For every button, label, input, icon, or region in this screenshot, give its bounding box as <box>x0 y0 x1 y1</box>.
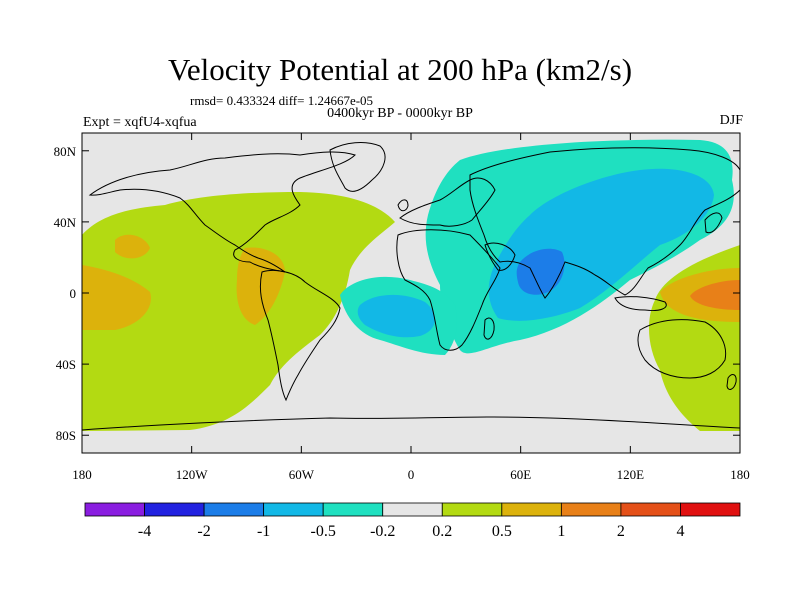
colorbar-swatch <box>501 502 562 517</box>
colorbar-label: -4 <box>138 523 151 540</box>
colorbar-swatch <box>263 502 324 517</box>
lat-tick-label: 80N <box>54 144 77 159</box>
stats-text: rmsd= 0.433324 diff= 1.24667e-05 <box>190 93 374 108</box>
period-subtitle: 0400kyr BP - 0000kyr BP <box>327 106 473 121</box>
colorbar-swatch <box>382 502 443 517</box>
colorbar-swatch <box>441 502 503 517</box>
lat-tick-label: 0 <box>70 286 77 301</box>
map-plot-area <box>82 133 740 453</box>
colorbar-swatch <box>680 502 741 517</box>
colorbar-label: 2 <box>617 523 625 540</box>
colorbar-label: -0.2 <box>370 523 395 540</box>
colorbar-label: -0.5 <box>311 523 336 540</box>
latitude-axis: 80N 40N 0 40S 80S <box>54 144 740 443</box>
colorbar-swatch <box>322 502 384 517</box>
longitude-axis: 180 120W 60W 0 60E 120E 180 <box>72 133 750 482</box>
colorbar-swatch <box>620 502 681 517</box>
colorbar-swatch <box>560 502 622 517</box>
colorbar-swatch <box>203 502 265 517</box>
colorbar: -4 -2 -1 -0.5 -0.2 0.2 0.5 1 2 4 <box>84 502 741 540</box>
lon-tick-label: 180 <box>72 467 92 482</box>
lon-tick-label: 60W <box>289 467 315 482</box>
lon-tick-label: 0 <box>408 467 415 482</box>
colorbar-swatch <box>84 502 145 517</box>
lon-tick-label: 180 <box>730 467 750 482</box>
colorbar-label: -1 <box>257 523 270 540</box>
colorbar-label: 1 <box>557 523 565 540</box>
lat-tick-label: 40S <box>56 357 76 372</box>
colorbar-swatch <box>144 502 205 517</box>
lon-tick-label: 120E <box>617 467 645 482</box>
colorbar-label: 0.5 <box>492 523 512 540</box>
lat-tick-label: 40N <box>54 215 77 230</box>
season-label: DJF <box>719 113 743 128</box>
coastlines <box>82 142 740 431</box>
chart-title: Velocity Potential at 200 hPa (km2/s) <box>167 52 633 87</box>
lat-tick-label: 80S <box>56 428 76 443</box>
contour-fill-negative-high <box>516 248 565 295</box>
contour-fill-positive-high <box>690 280 740 310</box>
lon-tick-label: 120W <box>176 467 209 482</box>
colorbar-label: 0.2 <box>432 523 452 540</box>
colorbar-label: 4 <box>676 523 684 540</box>
colorbar-label: -2 <box>197 523 210 540</box>
experiment-label: Expt = xqfU4-xqfua <box>83 115 197 130</box>
lon-tick-label: 60E <box>510 467 531 482</box>
